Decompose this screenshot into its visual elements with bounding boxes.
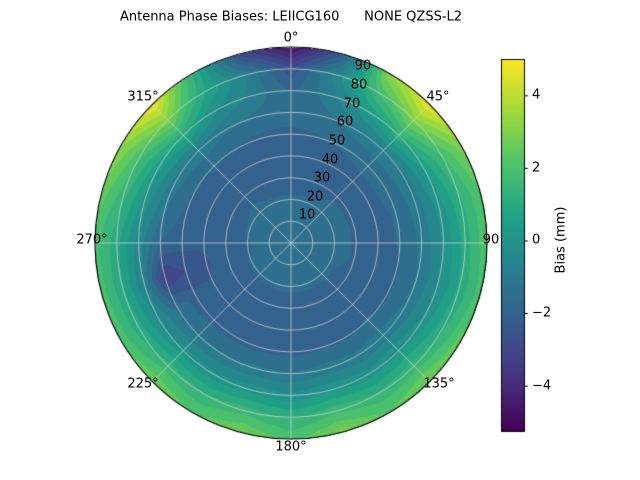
r-tick-20: 20 [306,189,324,205]
r-tick-50: 50 [328,133,346,149]
r-tick-90: 90 [354,58,372,74]
theta-tick-225: 225° [127,376,159,392]
colorbar-tick-neg2: −2 [532,305,552,321]
chart-title: Antenna Phase Biases: LEIICG160 NONE QZS… [119,9,463,25]
theta-tick-90: 90 [482,232,500,248]
r-tick-80: 80 [350,77,368,93]
r-tick-70: 70 [343,96,361,112]
theta-tick-270: 270° [76,232,108,248]
r-tick-10: 10 [298,207,316,223]
r-tick-30: 30 [313,170,331,186]
theta-tick-45: 45° [426,89,450,105]
theta-tick-135: 135° [423,376,455,392]
colorbar-tick-0: 0 [532,232,541,248]
theta-tick-315: 315° [127,89,159,105]
r-tick-60: 60 [336,114,354,130]
colorbar-tick-2: 2 [532,160,541,176]
colorbar-label: Bias (mm) [553,206,569,274]
colorbar-tick-4: 4 [532,87,541,103]
theta-tick-180: 180° [275,439,307,455]
r-tick-40: 40 [321,152,339,168]
colorbar-tick-neg4: −4 [532,378,552,394]
theta-tick-0: 0° [283,30,299,46]
